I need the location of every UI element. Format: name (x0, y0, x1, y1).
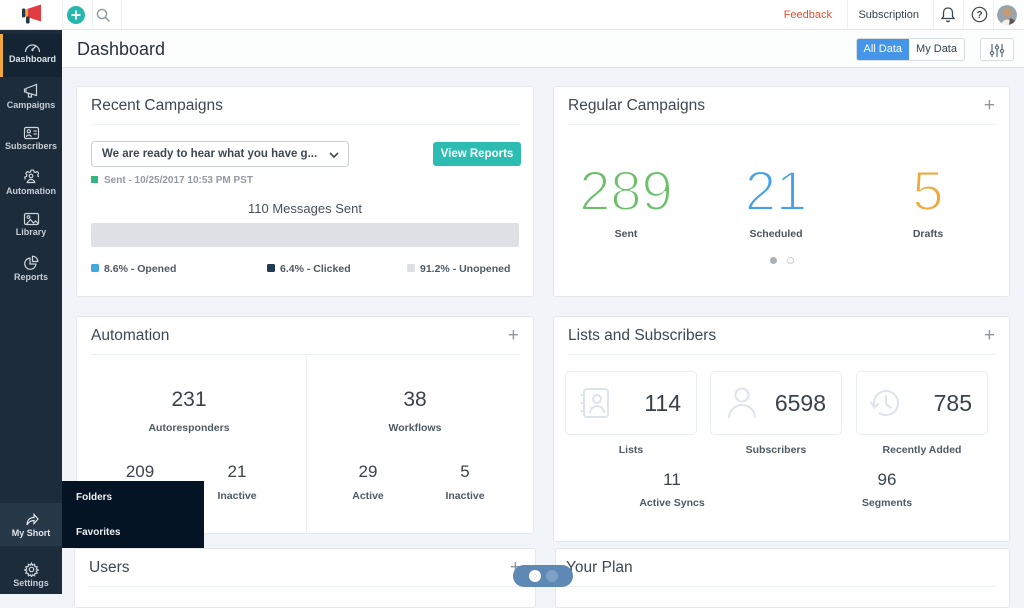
svg-text:?: ? (976, 10, 982, 21)
